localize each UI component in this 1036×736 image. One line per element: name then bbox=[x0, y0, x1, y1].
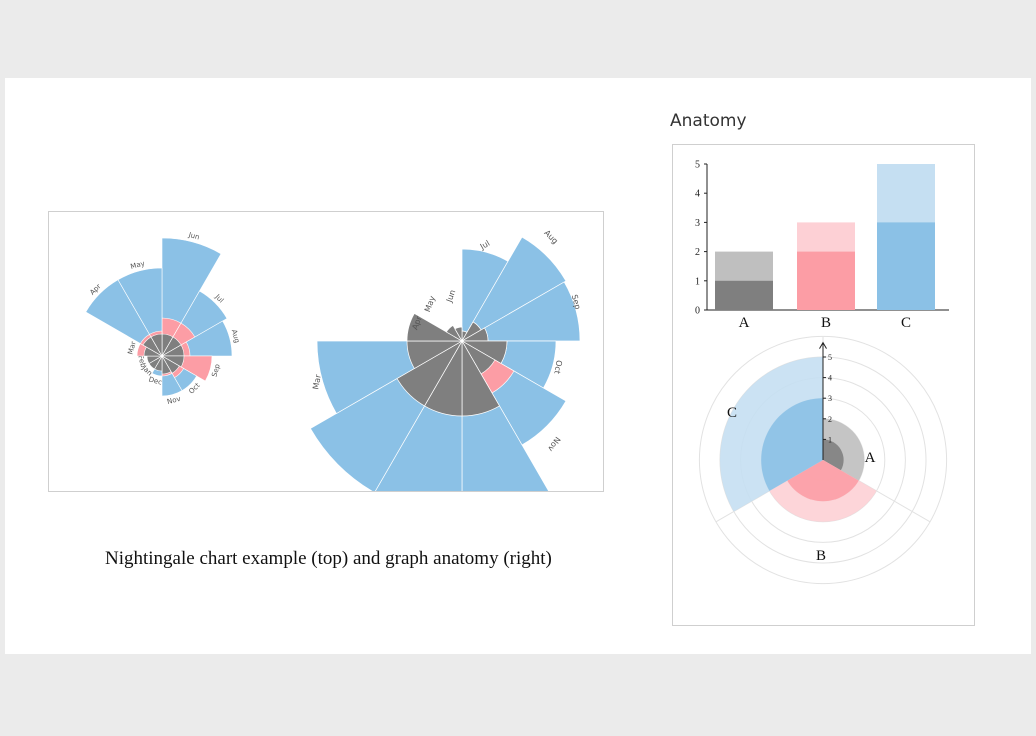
bar-y-tick-label: 3 bbox=[695, 218, 700, 229]
bar-y-tick-label: 0 bbox=[695, 306, 700, 317]
large-rose-gray-wedge bbox=[445, 324, 463, 342]
bar-y-tick-label: 1 bbox=[695, 276, 700, 287]
radial-inner-C bbox=[761, 398, 823, 491]
small-rose-gray-wedge bbox=[150, 333, 163, 358]
radial-inner-A bbox=[823, 439, 844, 471]
bar-category-label: C bbox=[901, 315, 911, 331]
large-rose-month-label: May bbox=[423, 294, 437, 313]
bar-y-tick-label: 4 bbox=[695, 189, 700, 200]
radial-tick-label: 4 bbox=[828, 374, 832, 383]
radial-category-label: C bbox=[727, 405, 737, 421]
large-rose-month-label: Jul bbox=[478, 239, 492, 252]
small-rose-month-label: May bbox=[130, 259, 146, 270]
nightingale-chart-example: Jun Jul Aug Sep Oct Nov Dec Jan Feb Mar Apr May Jul A… bbox=[48, 211, 604, 492]
small-rose-month-label: Jun bbox=[187, 231, 201, 242]
large-rose-month-label: Jun bbox=[444, 289, 457, 305]
anatomy-title: Anatomy bbox=[670, 111, 747, 131]
small-rose-month-label: Aug bbox=[230, 329, 241, 344]
anatomy-panel: 0 1 2 3 4 5 A B C 1 2 3 4 5 A B C bbox=[672, 144, 975, 626]
page: Jun Jul Aug Sep Oct Nov Dec Jan Feb Mar Apr May Jul A… bbox=[5, 78, 1031, 654]
large-rose-month-label: Oct bbox=[552, 359, 563, 374]
bar-y-tick-label: 2 bbox=[695, 247, 700, 258]
small-rose-month-label: Sep bbox=[211, 363, 222, 378]
bar-inner-C bbox=[877, 222, 935, 310]
large-rose-month-label: Aug bbox=[542, 228, 559, 245]
small-rose-month-label: Dec bbox=[148, 375, 163, 386]
bar-y-tick-label: 5 bbox=[695, 160, 700, 171]
radial-tick-label: 1 bbox=[828, 435, 832, 444]
radial-tick-label: 3 bbox=[828, 394, 832, 403]
caption: Nightingale chart example (top) and grap… bbox=[105, 548, 552, 569]
bar-category-label: A bbox=[739, 315, 750, 331]
small-rose-month-label: Feb bbox=[136, 354, 147, 369]
small-rose-month-label: Mar bbox=[126, 340, 137, 355]
radial-tick-label: 2 bbox=[828, 415, 832, 424]
large-rose-month-label: Mar bbox=[311, 373, 323, 390]
bar-inner-B bbox=[797, 251, 855, 310]
large-rose-gray-wedge bbox=[406, 313, 464, 342]
radial-category-label: B bbox=[816, 548, 826, 564]
large-rose-blue-wedge bbox=[460, 281, 581, 342]
anatomy-svg: 0 1 2 3 4 5 A B C 1 2 3 4 5 A B C bbox=[695, 160, 949, 585]
radial-axis-arrow-icon bbox=[819, 341, 827, 349]
bar-inner-A bbox=[715, 280, 773, 310]
large-rose-blue-wedge bbox=[461, 339, 550, 491]
radial-tick-label: 5 bbox=[828, 353, 832, 362]
radial-inner-B bbox=[787, 460, 859, 502]
small-rose-month-label: Nov bbox=[166, 395, 181, 406]
large-rose-blue-wedge bbox=[461, 236, 567, 342]
bar-category-label: B bbox=[821, 315, 831, 331]
large-rose-gray-wedge bbox=[454, 326, 463, 343]
large-rose-month-label: Nov bbox=[546, 435, 562, 453]
radial-category-label: A bbox=[865, 450, 876, 466]
large-rose-month-label: Sep bbox=[570, 294, 583, 311]
